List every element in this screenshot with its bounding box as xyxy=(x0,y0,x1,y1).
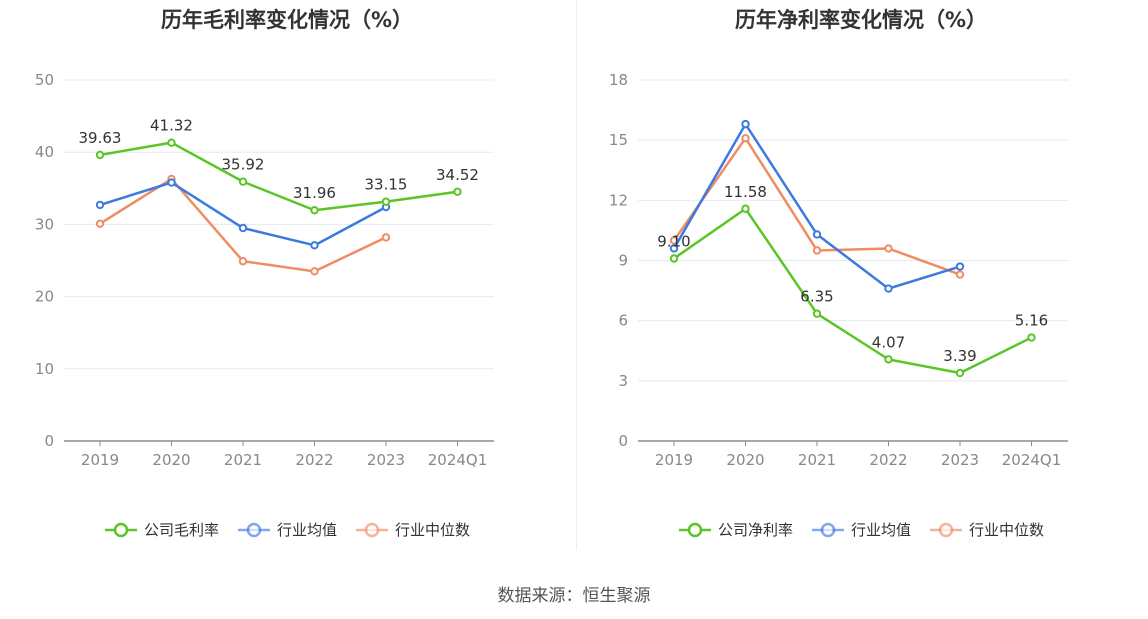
data-point[interactable] xyxy=(884,355,893,364)
x-tick-label: 2019 xyxy=(81,451,119,469)
y-tick-label: 0 xyxy=(44,432,54,450)
x-tick-label: 2021 xyxy=(224,451,262,469)
legend-marker-icon xyxy=(104,522,137,537)
data-label: 5.16 xyxy=(1015,312,1048,330)
data-point[interactable] xyxy=(310,206,319,215)
data-point[interactable] xyxy=(812,246,822,255)
series-line xyxy=(99,181,387,247)
data-point[interactable] xyxy=(167,138,176,147)
legend-item[interactable]: 行业均值 xyxy=(237,519,337,540)
data-point[interactable] xyxy=(238,177,248,186)
data-label: 31.96 xyxy=(293,184,336,202)
data-point[interactable] xyxy=(95,200,105,210)
data-label: 33.15 xyxy=(365,176,408,194)
y-tick-label: 15 xyxy=(609,131,628,149)
data-label: 34.52 xyxy=(436,166,479,184)
x-tick-label: 2022 xyxy=(295,451,333,469)
data-point[interactable] xyxy=(381,233,391,242)
data-point[interactable] xyxy=(669,254,679,263)
y-tick-label: 0 xyxy=(618,432,628,450)
data-point[interactable] xyxy=(238,223,248,233)
data-label: 4.07 xyxy=(872,333,905,351)
y-tick-label: 10 xyxy=(35,360,54,378)
data-label: 9.10 xyxy=(657,232,690,250)
legend-item[interactable]: 行业均值 xyxy=(811,519,911,540)
x-tick-label: 2023 xyxy=(941,451,979,469)
x-tick-label: 2020 xyxy=(152,451,190,469)
y-tick-label: 40 xyxy=(35,143,54,161)
legend-marker-icon xyxy=(811,522,844,537)
legend-label: 行业中位数 xyxy=(969,521,1045,539)
chart-plot: 0 3 6 9 12 15 18 2019 2020 2021 2022 2023 2024Q1 9.10… xyxy=(609,71,1068,469)
data-point[interactable] xyxy=(812,230,822,239)
chart-legend: 公司净利率 行业均值 行业中位数 xyxy=(574,519,1148,540)
legend-label: 公司毛利率 xyxy=(143,521,219,539)
legend-marker-icon xyxy=(930,522,962,537)
data-label: 3.39 xyxy=(943,347,976,365)
x-tick-label: 2020 xyxy=(726,451,764,469)
legend-label: 公司净利率 xyxy=(717,521,793,539)
panel-divider xyxy=(576,0,577,550)
data-label: 39.63 xyxy=(79,129,122,147)
data-label: 6.35 xyxy=(800,288,833,306)
data-point[interactable] xyxy=(669,244,679,253)
legend-marker-icon xyxy=(678,522,711,537)
gross-margin-chart: 历年毛利率变化情况（%） 0 10 20 30 40 50 2019 2020 2021 2022… xyxy=(0,0,574,560)
data-point[interactable] xyxy=(741,133,750,143)
data-point[interactable] xyxy=(884,284,893,293)
x-tick-label: 2023 xyxy=(367,451,405,469)
chart-title: 历年净利率变化情况（%） xyxy=(734,8,988,32)
data-point[interactable] xyxy=(238,257,248,266)
chart-title: 历年毛利率变化情况（%） xyxy=(160,8,414,32)
data-point[interactable] xyxy=(453,187,462,196)
data-point[interactable] xyxy=(741,204,750,213)
y-tick-label: 9 xyxy=(618,252,628,270)
legend-marker-icon xyxy=(237,522,270,537)
x-tick-label: 2024Q1 xyxy=(1002,451,1062,469)
legend-item[interactable]: 行业中位数 xyxy=(355,519,470,540)
y-tick-label: 20 xyxy=(35,288,54,306)
legend-label: 行业均值 xyxy=(850,521,911,539)
legend-item[interactable]: 公司净利率 xyxy=(678,519,793,540)
data-point[interactable] xyxy=(310,267,319,276)
series-line xyxy=(673,207,1033,375)
x-tick-label: 2024Q1 xyxy=(428,451,488,469)
legend-label: 行业均值 xyxy=(276,521,337,539)
y-tick-label: 12 xyxy=(609,191,628,209)
data-point[interactable] xyxy=(955,368,965,378)
series-line xyxy=(99,141,458,212)
y-tick-label: 3 xyxy=(618,372,628,390)
data-point[interactable] xyxy=(955,270,965,279)
x-tick-label: 2019 xyxy=(655,451,693,469)
data-point[interactable] xyxy=(884,244,893,253)
data-label: 35.92 xyxy=(222,156,265,174)
y-tick-label: 30 xyxy=(35,215,54,233)
legend-item[interactable]: 公司毛利率 xyxy=(104,519,219,540)
x-tick-label: 2021 xyxy=(798,451,836,469)
y-tick-label: 50 xyxy=(35,71,54,89)
data-point[interactable] xyxy=(812,309,822,318)
x-tick-label: 2022 xyxy=(869,451,907,469)
data-point[interactable] xyxy=(95,150,105,160)
data-point[interactable] xyxy=(310,241,319,250)
data-label: 41.32 xyxy=(150,117,193,135)
y-tick-label: 6 xyxy=(618,312,628,330)
data-point[interactable] xyxy=(167,178,176,187)
net-margin-chart: 历年净利率变化情况（%） 0 3 6 9 12 15 18 2019 2020 2021 2022 2… xyxy=(574,0,1148,560)
data-point[interactable] xyxy=(381,197,391,206)
data-point[interactable] xyxy=(95,219,105,228)
data-source-note: 数据来源：恒生聚源 xyxy=(497,586,651,606)
legend-marker-icon xyxy=(356,522,388,537)
series-line xyxy=(672,122,961,290)
data-point[interactable] xyxy=(955,262,965,271)
data-label: 11.58 xyxy=(724,183,767,201)
legend-item[interactable]: 行业中位数 xyxy=(929,519,1044,540)
chart-legend: 公司毛利率 行业均值 行业中位数 xyxy=(0,519,574,540)
legend-label: 行业中位数 xyxy=(395,521,471,539)
chart-plot: 0 10 20 30 40 50 2019 2020 2021 2022 2023 2024Q1 39.… xyxy=(35,71,494,469)
data-point[interactable] xyxy=(741,119,750,129)
data-point[interactable] xyxy=(1027,333,1036,342)
y-tick-label: 18 xyxy=(609,71,628,89)
